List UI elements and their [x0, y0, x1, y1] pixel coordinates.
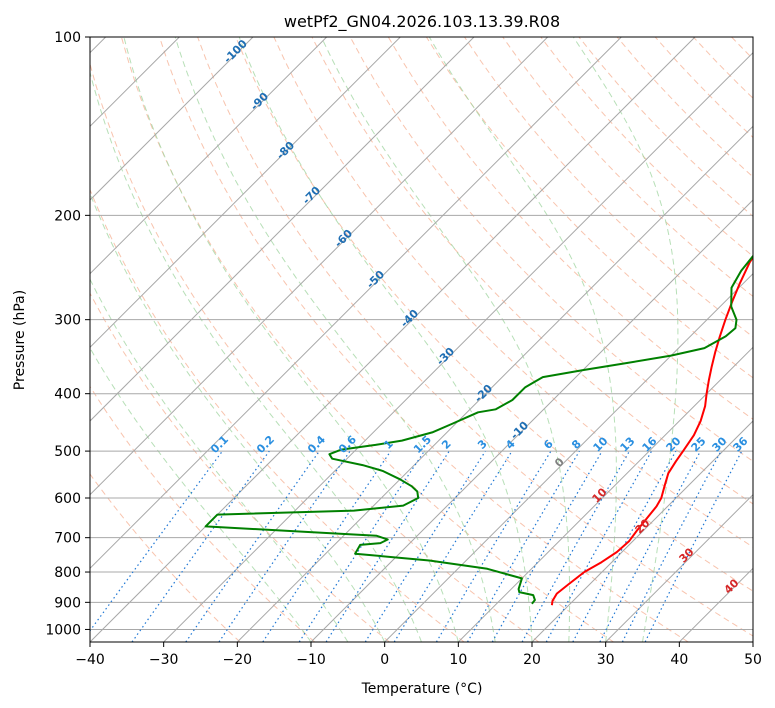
- isotherm-line: [384, 272, 753, 642]
- y-tick-label: 300: [54, 313, 81, 329]
- y-tick-label: 500: [54, 444, 81, 460]
- moist-adiabat: [320, 37, 571, 642]
- dry-adiabat: [311, 37, 753, 505]
- mixing-ratio-line: [599, 450, 702, 642]
- y-tick-label: 900: [54, 595, 81, 611]
- mixing-ratio-line: [298, 450, 425, 642]
- mixing-ratio-line: [262, 450, 392, 642]
- y-tick-label: 800: [54, 565, 81, 581]
- mixing-ratio-line: [218, 450, 351, 642]
- plot-frame: [89, 36, 754, 643]
- dry-adiabat: [464, 37, 753, 338]
- moist-adiabat: [90, 278, 349, 642]
- isotherm-line: [163, 51, 753, 642]
- x-axis-ticks: −40 −30 −20 −10 0 10 20 30 40 50: [75, 642, 762, 668]
- dry-adiabat: [273, 37, 753, 548]
- x-axis-label: Temperature (°C): [361, 681, 483, 697]
- isotherm-line: [236, 125, 753, 642]
- plot-background: [90, 37, 753, 642]
- dry-adiabat: [90, 292, 390, 642]
- dry-adiabat: [387, 37, 753, 420]
- chart-title: wetPf2_GN04.2026.103.13.39.R08: [284, 12, 560, 32]
- dewpoint-profile: [204, 254, 753, 605]
- y-tick-label: 700: [54, 531, 81, 547]
- isotherm-line: [605, 493, 753, 642]
- mixing-ratio-line: [572, 450, 677, 642]
- moist-adiabat: [174, 37, 496, 642]
- y-tick-label: 600: [54, 491, 81, 507]
- isotherm-line: [531, 420, 753, 642]
- x-tick-label: 40: [670, 652, 688, 668]
- moist-adiabat: [90, 70, 422, 642]
- isotherm-line: [90, 37, 401, 349]
- mixing-ratio-line: [364, 450, 486, 642]
- x-tick-label: −40: [75, 652, 105, 668]
- dry-adiabat: [90, 473, 241, 642]
- mixing-ratio-line: [185, 450, 320, 642]
- isotherm-line: [90, 37, 696, 642]
- isotherm-line: [90, 37, 254, 201]
- background-grid: [90, 37, 753, 642]
- y-axis-ticks: 1000 900 800 700 600 500 400 300 200 100: [45, 30, 90, 638]
- isotherm-line: [90, 37, 475, 422]
- mixing-ratio-line: [325, 450, 450, 642]
- moist-adiabat: [238, 37, 533, 642]
- moist-adiabat: [428, 37, 617, 642]
- x-tick-label: 50: [744, 652, 762, 668]
- isotherm-line: [90, 37, 328, 275]
- dry-adiabat: [425, 37, 753, 379]
- mixing-ratio-line: [466, 450, 580, 642]
- dry-adiabat: [90, 188, 465, 642]
- y-tick-label: 200: [54, 208, 81, 224]
- dry-adiabat: [235, 37, 753, 592]
- isotherm-line: [90, 37, 622, 570]
- y-tick-label: 1000: [45, 622, 81, 638]
- y-tick-label: 400: [54, 387, 81, 403]
- x-tick-label: −10: [296, 652, 326, 668]
- mixing-ratio-line: [393, 450, 513, 642]
- x-tick-label: 30: [597, 652, 615, 668]
- x-tick-label: 20: [523, 652, 541, 668]
- isotherm-line: [90, 37, 549, 496]
- x-tick-label: −20: [223, 652, 253, 668]
- x-tick-label: −30: [149, 652, 179, 668]
- dry-adiabat: [159, 37, 689, 642]
- x-tick-label: 10: [449, 652, 467, 668]
- profile-series: [204, 254, 753, 606]
- temperature-profile: [550, 255, 753, 606]
- isotherm-line: [752, 641, 753, 642]
- isotherm-line: [310, 199, 753, 642]
- moist-adiabat: [123, 37, 459, 642]
- dry-adiabat: [90, 62, 540, 642]
- y-tick-label: 100: [54, 30, 81, 46]
- x-tick-label: 0: [380, 652, 389, 668]
- dry-adiabat: [90, 385, 316, 642]
- mixing-ratio-line: [435, 450, 552, 642]
- dry-adiabat: [502, 37, 753, 298]
- isotherm-line: [457, 346, 753, 642]
- dry-adiabat: [349, 37, 753, 462]
- moist-adiabat: [572, 37, 679, 642]
- y-axis-label: Pressure (hPa): [12, 290, 28, 390]
- moist-adiabat: [90, 192, 386, 642]
